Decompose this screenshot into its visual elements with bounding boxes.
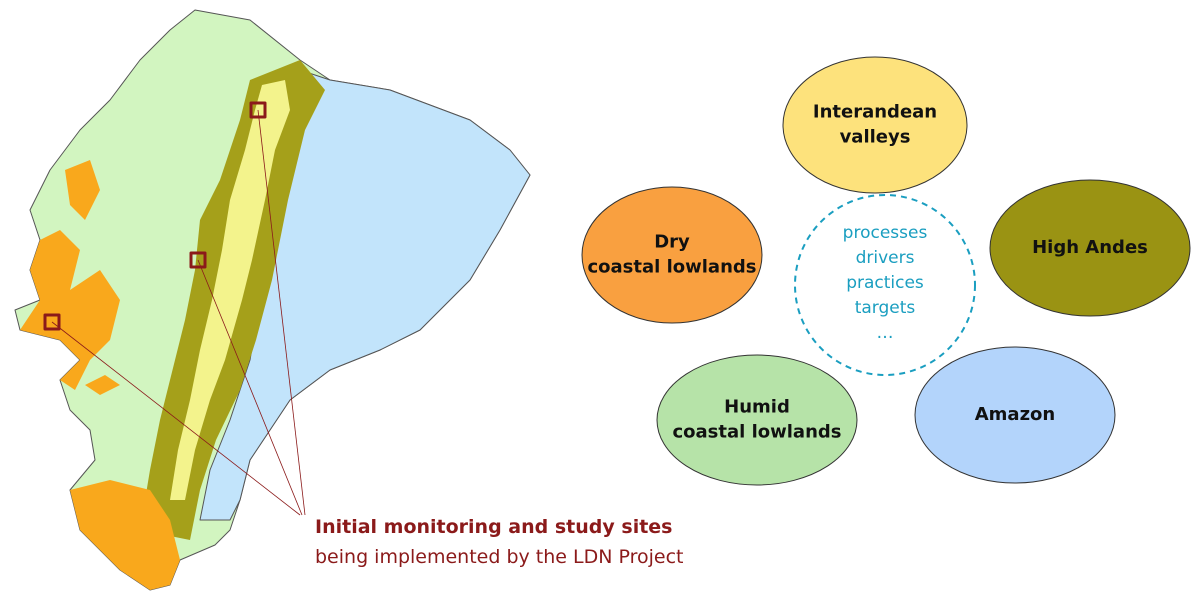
region-label: coastal lowlands <box>673 422 842 443</box>
region-ellipse <box>782 56 968 194</box>
site-box <box>249 101 267 119</box>
region-label: coastal lowlands <box>588 257 757 278</box>
map: Initial monitoring and study sites being… <box>14 9 684 591</box>
region-label: High Andes <box>1032 237 1148 258</box>
center-item: targets <box>855 298 916 318</box>
sites <box>43 101 267 331</box>
regions <box>581 56 1191 486</box>
center-item: drivers <box>856 248 915 268</box>
site-link <box>51 321 301 516</box>
annotation-title: Initial monitoring and study sites <box>315 516 672 538</box>
site-box <box>43 313 61 331</box>
site-link <box>197 259 303 516</box>
site-box <box>189 251 207 269</box>
region-label: Amazon <box>975 404 1056 425</box>
dry-coast-patch <box>20 230 120 390</box>
site-links <box>51 109 306 516</box>
region-label: Humid <box>724 397 790 418</box>
annotation-subtitle: being implemented by the LDN Project <box>315 546 684 568</box>
labels: Interandean valleys Dry coastal lowlands Hig… <box>588 102 1148 443</box>
region-label: valleys <box>840 127 911 148</box>
region-label: Dry <box>654 232 690 253</box>
center-item: practices <box>846 273 924 293</box>
valley-region <box>170 80 290 500</box>
region-ellipse <box>656 354 858 486</box>
dry-coast-patch <box>85 375 120 395</box>
dry-coast-patch <box>65 160 100 220</box>
center-item: … <box>877 323 894 343</box>
region-ellipse <box>989 179 1191 317</box>
center-circle <box>794 194 976 376</box>
site-link <box>257 109 306 516</box>
dry-coast-patch <box>70 480 180 590</box>
center-item: processes <box>843 223 928 243</box>
region-ellipse <box>914 346 1116 484</box>
region-ellipse <box>581 186 763 324</box>
region-label: Interandean <box>813 102 937 123</box>
